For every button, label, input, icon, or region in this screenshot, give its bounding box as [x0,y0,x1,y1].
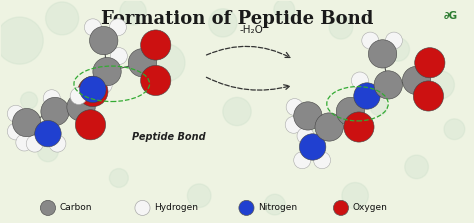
Ellipse shape [20,92,37,109]
Ellipse shape [12,108,41,137]
Ellipse shape [274,0,295,20]
Ellipse shape [40,200,55,215]
Ellipse shape [374,71,402,99]
Ellipse shape [333,200,348,215]
Ellipse shape [141,65,171,95]
Ellipse shape [294,102,322,130]
Ellipse shape [0,17,43,64]
Ellipse shape [342,182,368,209]
Ellipse shape [120,0,146,25]
Ellipse shape [329,16,353,39]
Text: ∂G: ∂G [444,11,458,21]
Ellipse shape [67,93,95,121]
Ellipse shape [7,123,24,140]
Ellipse shape [187,184,211,207]
Ellipse shape [7,105,24,122]
Ellipse shape [41,97,69,126]
Ellipse shape [128,49,156,77]
Ellipse shape [147,44,185,82]
Ellipse shape [351,72,368,89]
Ellipse shape [362,32,379,49]
Ellipse shape [90,27,118,55]
Ellipse shape [110,48,128,65]
Ellipse shape [78,76,108,107]
Ellipse shape [370,99,387,116]
Ellipse shape [84,19,101,36]
Ellipse shape [368,40,397,68]
Ellipse shape [294,152,311,169]
Ellipse shape [308,129,327,147]
Ellipse shape [300,134,326,160]
Ellipse shape [413,81,444,111]
Ellipse shape [70,87,87,104]
Ellipse shape [26,135,43,152]
Text: -H₂O: -H₂O [239,25,263,35]
Ellipse shape [109,19,127,36]
Ellipse shape [314,152,330,169]
Ellipse shape [141,30,171,60]
Text: Carbon: Carbon [60,203,92,212]
Ellipse shape [402,66,431,95]
Ellipse shape [386,38,410,61]
Text: Oxygen: Oxygen [353,203,388,212]
Text: Hydrogen: Hydrogen [155,203,198,212]
Ellipse shape [336,97,365,126]
Ellipse shape [239,200,254,215]
Ellipse shape [16,134,33,151]
Ellipse shape [223,97,251,126]
Ellipse shape [135,200,150,215]
Ellipse shape [75,110,106,140]
Ellipse shape [264,194,285,215]
Ellipse shape [354,83,380,109]
Ellipse shape [426,71,455,99]
Ellipse shape [285,116,302,133]
Text: Formation of Peptide Bond: Formation of Peptide Bond [101,10,373,28]
Ellipse shape [109,169,128,187]
Ellipse shape [405,155,428,179]
Ellipse shape [43,90,60,107]
Ellipse shape [93,58,121,86]
Ellipse shape [49,135,66,152]
Text: Nitrogen: Nitrogen [258,203,297,212]
Ellipse shape [385,32,402,49]
Ellipse shape [297,127,314,144]
Text: Peptide Bond: Peptide Bond [132,132,205,142]
Ellipse shape [444,119,465,140]
Ellipse shape [415,48,445,78]
Ellipse shape [315,113,343,141]
Ellipse shape [95,76,112,93]
Ellipse shape [46,2,79,35]
Ellipse shape [37,141,58,162]
Ellipse shape [286,99,303,116]
Ellipse shape [80,76,106,103]
Ellipse shape [209,9,237,37]
Ellipse shape [35,120,61,147]
Ellipse shape [344,112,374,142]
